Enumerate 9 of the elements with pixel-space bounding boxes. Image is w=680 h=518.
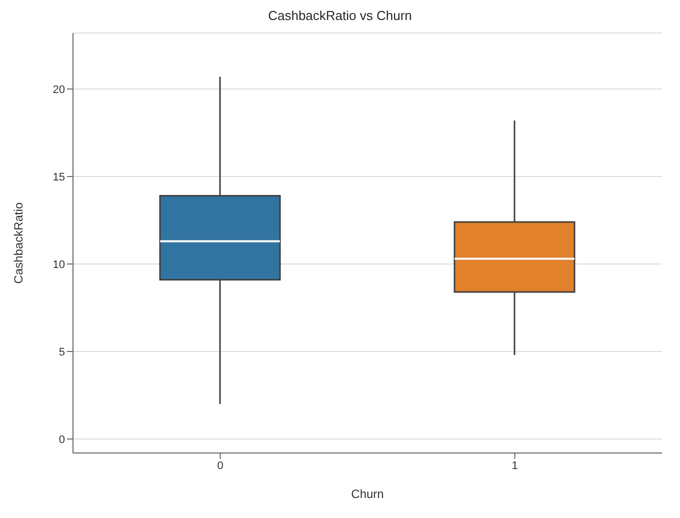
y-axis-title: CashbackRatio (11, 202, 26, 284)
y-tick-label: 10 (52, 258, 65, 271)
x-tick-label: 1 (512, 460, 518, 472)
y-tick-label: 5 (58, 346, 65, 358)
y-tick-label: 0 (58, 434, 65, 446)
x-axis-title: Churn (351, 487, 384, 501)
chart-title: CashbackRatio vs Churn (267, 8, 413, 25)
y-tick-label: 15 (52, 171, 65, 184)
y-tick-label: 20 (52, 84, 65, 96)
